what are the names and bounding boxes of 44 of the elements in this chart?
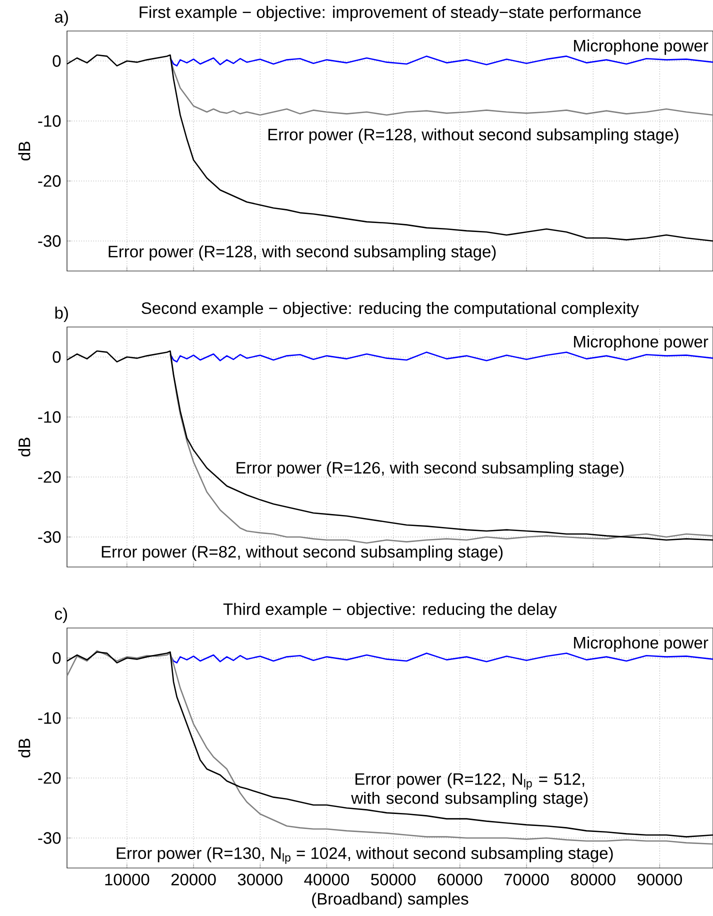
series-label: Error power (R=128, without second subsampling stage): [268, 128, 678, 144]
x-tick-label: 70000: [504, 874, 549, 886]
series-label: Microphone power: [574, 39, 708, 55]
y-tick-label: 0: [52, 652, 61, 664]
x-axis-title: (Broadband) samples: [312, 892, 468, 908]
x-tick-label: 80000: [570, 874, 616, 886]
y-axis-title: dB: [18, 738, 30, 758]
x-tick-label: 60000: [438, 874, 482, 886]
y-tick-label: -30: [38, 531, 61, 543]
line-series: [170, 652, 713, 664]
line-series: [170, 352, 713, 362]
y-tick-label: -20: [38, 175, 61, 187]
y-tick-label: 0: [52, 55, 61, 67]
series-label: Error power (R=82, without second subsampling stage): [102, 546, 503, 561]
series-label: Error power (R=126, with second subsampling stage): [236, 462, 624, 477]
y-tick-label: -10: [38, 712, 61, 724]
y-axis-title: dB: [18, 142, 30, 160]
y-tick-label: -20: [38, 772, 61, 784]
y-tick-label: -20: [38, 471, 61, 483]
series-label: Error power (R=128, with second subsampling stage): [108, 245, 496, 261]
series-label: Error power (R=122, N$_{lp}$ = 512, with second subsampling stage): [351, 772, 588, 808]
y-axis-title: dB: [18, 438, 30, 456]
x-tick-label: 10000: [105, 874, 150, 886]
line-series: [170, 353, 713, 544]
chart-title: First example − objective: improvement of steady−state performance: [140, 6, 641, 22]
y-tick-label: 0: [52, 351, 61, 363]
text: a): [54, 10, 68, 26]
x-tick-label: 90000: [638, 874, 682, 886]
y-tick-label: -10: [38, 115, 61, 127]
series-label: Error power (R=130, N$_{lp}$ = 1024, without second subsampling stage): [116, 846, 613, 864]
series-label: Microphone power: [574, 636, 708, 652]
text: c): [54, 608, 67, 624]
y-tick-label: -30: [38, 832, 61, 844]
line-series: [170, 56, 713, 66]
series-label: Microphone power: [574, 335, 708, 351]
y-tick-label: -10: [38, 411, 61, 423]
x-tick-label: 20000: [171, 874, 216, 886]
chart-title: Third example − objective: reducing the delay: [223, 602, 557, 618]
x-tick-label: 50000: [371, 874, 416, 886]
x-tick-label: 30000: [238, 874, 282, 886]
y-tick-label: -30: [38, 235, 61, 247]
chart-title: Second example − objective: reducing the computational complexity: [142, 302, 639, 318]
x-tick-label: 40000: [304, 874, 350, 886]
text: b): [55, 306, 68, 322]
